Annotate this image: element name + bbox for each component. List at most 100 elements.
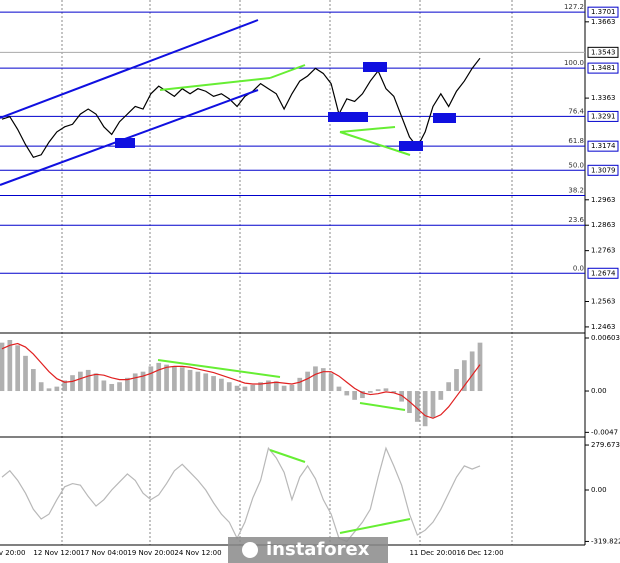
- histogram-bar: [305, 371, 310, 392]
- histogram-bar: [78, 371, 83, 392]
- level-label: 38.2: [568, 186, 584, 194]
- current-price-label: 1.3543: [591, 48, 616, 56]
- histogram-bar: [179, 367, 185, 392]
- y-tick-label: 1.2463: [591, 323, 616, 331]
- histogram-bar: [477, 342, 483, 392]
- x-tick-label: 17 Nov 04:00: [80, 549, 127, 557]
- price-box-label: 1.3481: [591, 64, 616, 72]
- y-tick-label: 1.2763: [591, 247, 616, 255]
- level-label: 0.0: [573, 264, 584, 272]
- watermark: instaforex: [228, 537, 388, 563]
- histogram-bar: [289, 384, 295, 392]
- histogram-bar: [117, 382, 122, 392]
- level-label: 61.8: [568, 137, 584, 145]
- histogram-bar: [430, 391, 436, 418]
- price-line: [1, 57, 481, 159]
- histogram-bar: [422, 391, 428, 427]
- y-tick-label: 1.3363: [591, 94, 616, 102]
- histogram-bar: [172, 366, 177, 392]
- y-tick-label: 1.2963: [591, 196, 616, 204]
- histogram-bar: [313, 366, 318, 392]
- histogram-bar: [375, 389, 381, 392]
- annotations: [0, 19, 456, 534]
- histogram-bar: [281, 385, 287, 392]
- histogram-bar: [54, 386, 60, 392]
- histogram-bar: [211, 376, 216, 392]
- time-grid: [61, 0, 513, 545]
- price-box-label: 1.3174: [591, 142, 616, 150]
- histogram-bar: [226, 382, 232, 392]
- histogram-bar: [446, 382, 452, 392]
- price-box: [587, 46, 619, 58]
- histogram-bar: [85, 369, 91, 392]
- level-label: 127.2: [564, 3, 584, 11]
- y-tick-label: -0.0047: [591, 428, 618, 436]
- price-box-label: 1.2674: [591, 269, 616, 277]
- histogram-bar: [15, 345, 21, 392]
- histogram-bar: [258, 382, 263, 392]
- histogram-bar: [62, 380, 68, 392]
- price-box-label: 1.3701: [591, 8, 616, 16]
- x-tick-label: 19 Nov 20:00: [127, 549, 174, 557]
- histogram-bar: [250, 384, 256, 392]
- histogram-bar: [242, 386, 248, 392]
- histogram-bar: [469, 351, 475, 392]
- price-box-label: 1.3291: [591, 112, 616, 120]
- x-tick-label: ov 20:00: [0, 549, 25, 557]
- histogram-bar: [414, 391, 420, 422]
- price-box: [587, 267, 619, 279]
- histogram-bar: [219, 378, 224, 392]
- marks: 1.3663 1.3363 1.2963 1.2863 1.2763 1.2563 1.24…: [0, 3, 620, 557]
- x-tick-label: 11 Dec 20:00: [409, 549, 456, 557]
- level-label: 76.4: [568, 107, 584, 115]
- histogram-bar: [156, 362, 162, 392]
- histogram-bar: [203, 373, 209, 392]
- y-tick-label: 1.3663: [591, 18, 616, 26]
- histogram-bar: [383, 388, 389, 392]
- histogram-bar: [360, 391, 365, 399]
- price-box: [587, 6, 619, 18]
- signal-line: [1, 342, 481, 419]
- price-box: [587, 164, 619, 176]
- histogram-bar: [320, 368, 326, 392]
- y-tick-label: 0.00: [591, 387, 607, 395]
- histogram-bar: [70, 375, 75, 392]
- x-tick-label: 12 Nov 12:00: [33, 549, 80, 557]
- histogram-bar: [234, 385, 240, 392]
- y-tick-label: 0.00603: [591, 334, 620, 342]
- histogram-bar: [336, 386, 342, 392]
- histogram-bar: [297, 377, 303, 392]
- histogram-bar: [391, 391, 397, 393]
- price-box-label: 1.3079: [591, 166, 616, 174]
- y-tick-label: -319.8227: [591, 537, 620, 545]
- price-box: [587, 62, 619, 74]
- histogram-bar: [23, 355, 28, 392]
- price-line: [1, 446, 481, 543]
- histogram-bar: [461, 360, 467, 392]
- histogram-bar: [454, 369, 459, 392]
- histogram-bar: [38, 382, 44, 392]
- level-label: 23.6: [568, 216, 584, 224]
- histogram-bar: [140, 371, 146, 392]
- histogram-bar: [438, 391, 444, 400]
- y-tick-label: 279.6732: [591, 441, 620, 449]
- histogram-bar: [148, 366, 154, 392]
- histogram-bar: [266, 380, 271, 392]
- price-box: [587, 110, 619, 122]
- histogram-bar: [344, 391, 350, 396]
- histogram-bar: [195, 371, 201, 392]
- y-tick-label: 1.2863: [591, 221, 616, 229]
- histogram-bar: [399, 391, 404, 402]
- histogram-bar: [125, 377, 130, 392]
- histogram-bar: [7, 340, 13, 392]
- histogram-bar: [367, 391, 373, 393]
- histogram-bar: [187, 369, 193, 392]
- histogram-bar: [101, 380, 107, 392]
- histogram-bar: [164, 364, 169, 392]
- histogram-bar: [273, 381, 279, 392]
- histogram-bar: [46, 388, 52, 392]
- histogram-bar: [328, 373, 334, 392]
- histogram-bar: [0, 342, 5, 392]
